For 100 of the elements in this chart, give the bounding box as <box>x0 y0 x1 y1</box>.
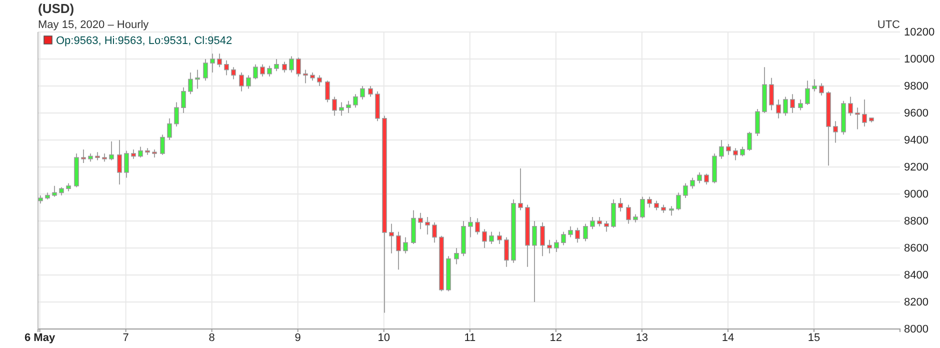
candlestick <box>181 86 186 114</box>
candlestick <box>303 69 308 84</box>
candlestick <box>188 72 193 95</box>
candlestick <box>690 177 695 190</box>
y-tick-label: 9200 <box>904 162 928 174</box>
candlestick <box>317 74 322 86</box>
text: UTC <box>877 19 900 31</box>
y-tick-label: 9000 <box>904 188 928 201</box>
candlestick <box>174 102 179 127</box>
candlestick <box>855 107 860 130</box>
candlestick <box>747 131 752 152</box>
candlestick <box>583 223 588 242</box>
x-tick-label: 13 <box>636 332 648 344</box>
candlestick <box>109 140 114 161</box>
candlestick <box>611 198 616 228</box>
y-tick-label: 9800 <box>904 80 928 93</box>
candlestick <box>597 216 602 227</box>
y-tick-label: 10000 <box>904 54 935 66</box>
candlestick <box>540 222 545 257</box>
candlestick <box>353 94 358 108</box>
candlestick <box>604 220 609 232</box>
candlestick <box>389 223 394 254</box>
candlestick <box>231 66 236 80</box>
candlestick <box>676 192 681 211</box>
candlestick <box>332 96 337 116</box>
x-tick-label: 11 <box>464 332 476 344</box>
candlestick <box>812 78 817 92</box>
candlestick <box>640 196 645 219</box>
candlestick <box>131 148 136 160</box>
chart-title: (USD) <box>38 1 74 16</box>
candlestick <box>403 236 408 254</box>
candlestick <box>726 144 731 156</box>
candlestick <box>518 168 523 211</box>
candlestick <box>217 53 222 68</box>
candlestick <box>497 231 502 244</box>
candlestick <box>704 173 709 186</box>
candlestick <box>489 231 494 244</box>
candlestick <box>654 200 659 211</box>
candlestick <box>432 222 437 244</box>
candlestick <box>418 212 423 230</box>
y-tick-label: 8600 <box>904 242 928 255</box>
x-tick-label: 14 <box>722 332 734 344</box>
candlestick <box>124 150 129 178</box>
candlestick <box>160 134 165 156</box>
candlestick <box>862 99 867 127</box>
candlestick <box>590 216 595 230</box>
chart-subtitle: May 15, 2020 – Hourly <box>38 19 150 31</box>
candlestick <box>224 60 229 76</box>
candlestick <box>203 58 208 82</box>
candlestick <box>769 77 774 111</box>
candlestick <box>669 206 674 216</box>
candlestick <box>325 80 330 103</box>
candlestick <box>647 196 652 208</box>
candlestick <box>282 61 287 73</box>
candlestick <box>547 239 552 254</box>
candlestick <box>339 102 344 116</box>
x-tick-label: 15 <box>808 332 820 344</box>
candlestick <box>504 236 509 268</box>
x-tick-label: 9 <box>294 332 301 344</box>
y-tick-label: 9600 <box>904 108 928 120</box>
candlestick <box>210 53 215 73</box>
candlestick <box>267 65 272 78</box>
candlestick <box>848 96 853 116</box>
candlestick <box>740 146 745 157</box>
candlestick <box>626 204 631 224</box>
annotation: Op:9563, Hi:9563, Lo:9531, Cl:9542 <box>56 35 232 47</box>
candlestick <box>575 227 580 244</box>
candlestick <box>289 56 294 73</box>
candlestick <box>776 99 781 119</box>
candlestick <box>246 74 251 90</box>
x-tick-label: 8 <box>208 332 215 344</box>
candlestick <box>117 140 122 186</box>
y-tick-label: 10200 <box>904 26 935 39</box>
candlestick <box>755 108 760 136</box>
candlestick <box>719 140 724 160</box>
x-tick-label: 12 <box>550 332 562 344</box>
candlestick <box>683 182 688 199</box>
candlestick <box>260 64 265 78</box>
candlestick <box>239 72 244 92</box>
candlestick <box>733 148 738 161</box>
candlestick <box>138 146 143 158</box>
y-tick-label: 8400 <box>904 270 928 282</box>
candlestick <box>790 94 795 114</box>
candlestick <box>274 58 279 72</box>
candlestick <box>81 148 86 164</box>
candlestick <box>561 231 566 246</box>
candlestick <box>618 198 623 212</box>
candlestick <box>167 118 172 140</box>
candlestick <box>346 100 351 114</box>
y-tick-label: 8200 <box>904 296 928 309</box>
x-tick-label: 7 <box>122 332 129 344</box>
candlestick <box>296 57 301 78</box>
candlestick <box>425 216 430 235</box>
candlestick <box>554 239 559 253</box>
candlestick <box>819 82 824 96</box>
x-tick-label: 10 <box>378 332 390 344</box>
candlestick <box>833 120 838 144</box>
candlestick <box>482 228 487 248</box>
candlestick <box>697 172 702 184</box>
candlestick <box>368 86 373 98</box>
